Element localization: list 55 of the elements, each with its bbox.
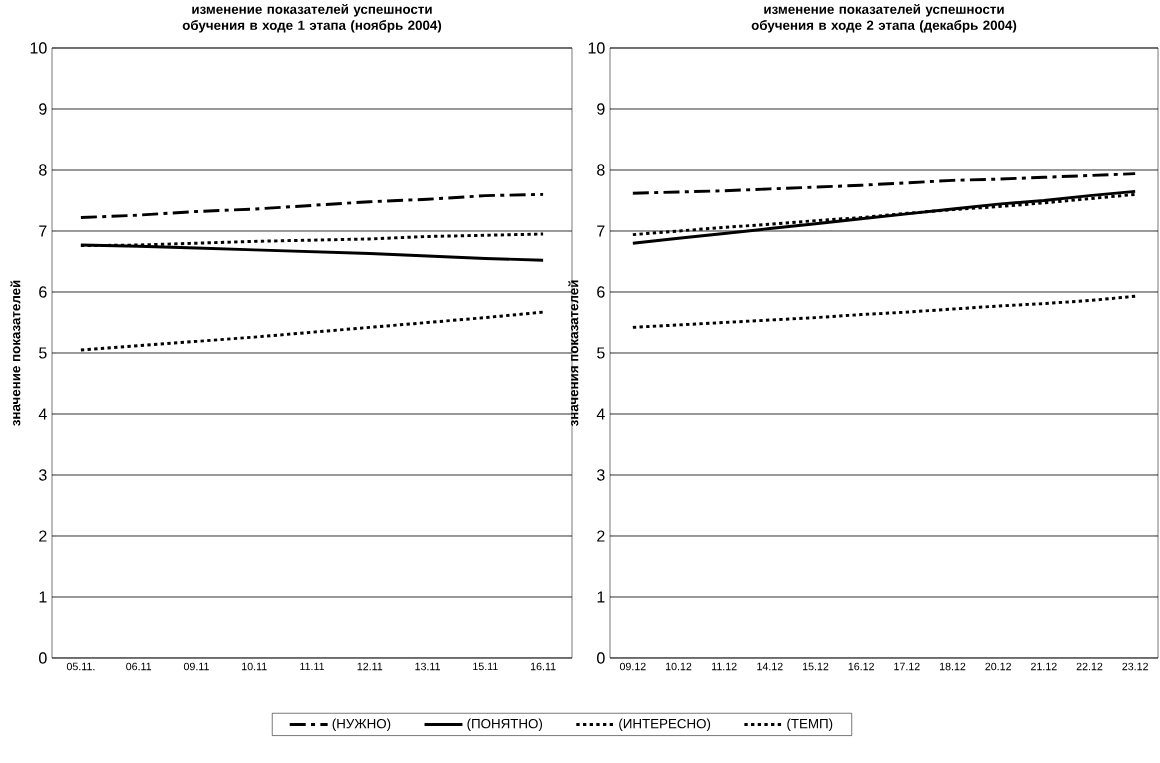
y-axis-title: значение показателей xyxy=(10,280,21,426)
x-tick-label: 09.11 xyxy=(183,662,209,671)
y-tick-label: 6 xyxy=(597,286,605,298)
legend-label: (НУЖНО) xyxy=(332,718,391,732)
x-tick-label: 12.11 xyxy=(357,662,383,671)
x-tick-label: 20.12 xyxy=(985,662,1011,671)
x-tick-label: 06.11 xyxy=(126,662,152,671)
y-tick-label: 2 xyxy=(597,530,605,542)
chart-title: изменение показателей успешности обучения в ходе 2 этапа (декабрь 2004) xyxy=(751,3,1017,33)
y-tick-label: 1 xyxy=(597,591,605,603)
y-tick-label: 6 xyxy=(39,286,47,298)
x-tick-label: 15.11 xyxy=(473,662,498,671)
y-tick-label: 7 xyxy=(597,225,605,237)
x-tick-label: 22.12 xyxy=(1076,662,1103,671)
line-series xyxy=(79,310,545,352)
chart-title: изменение показателей успешности обучения в ходе 1 этапа (ноябрь 2004) xyxy=(182,3,442,33)
y-tick-label: 2 xyxy=(39,530,47,542)
x-tick-label: 14.12 xyxy=(757,662,783,671)
x-tick-label: 16.12 xyxy=(848,662,874,671)
x-tick-label: 11.11 xyxy=(300,662,325,671)
x-tick-label: 17.12 xyxy=(894,662,920,671)
y-tick-label: 10 xyxy=(30,42,47,54)
x-tick-label: 15.12 xyxy=(802,662,829,671)
y-tick-label: 4 xyxy=(38,408,47,420)
y-tick-label: 1 xyxy=(39,591,47,603)
y-tick-label: 3 xyxy=(597,469,605,481)
y-tick-label: 9 xyxy=(597,103,605,115)
x-tick-label: 10.11 xyxy=(242,662,267,671)
x-tick-label: 05.11. xyxy=(66,662,95,671)
legend-label: (ИНТЕРЕСНО) xyxy=(619,718,711,732)
y-tick-label: 8 xyxy=(39,164,47,176)
x-tick-label: 18.12 xyxy=(939,662,966,671)
x-tick-label: 11.12 xyxy=(712,662,737,671)
x-tick-label: 21.12 xyxy=(1031,662,1057,671)
x-tick-label: 16.11 xyxy=(530,662,556,671)
line-series xyxy=(631,172,1137,195)
line-series xyxy=(631,189,1137,245)
y-tick-label: 7 xyxy=(39,225,47,237)
y-tick-label: 0 xyxy=(597,652,605,664)
y-tick-label: 0 xyxy=(39,652,47,664)
y-tick-label: 8 xyxy=(597,164,605,176)
y-axis-title: значения показателей xyxy=(568,280,579,427)
y-tick-label: 10 xyxy=(588,42,605,54)
legend-label: (ПОНЯТНО) xyxy=(467,718,543,732)
y-tick-label: 5 xyxy=(39,347,47,359)
y-tick-label: 9 xyxy=(39,103,47,115)
x-tick-label: 13.11 xyxy=(415,662,440,671)
line-series xyxy=(631,294,1137,329)
x-tick-label: 23.12 xyxy=(1122,662,1148,671)
x-tick-label: 10.12 xyxy=(665,662,692,671)
y-tick-label: 4 xyxy=(596,408,605,420)
y-tick-label: 3 xyxy=(39,469,47,481)
y-tick-label: 5 xyxy=(597,347,605,359)
legend-label: (ТЕМП) xyxy=(787,718,833,732)
x-tick-label: 09.12 xyxy=(619,662,646,671)
